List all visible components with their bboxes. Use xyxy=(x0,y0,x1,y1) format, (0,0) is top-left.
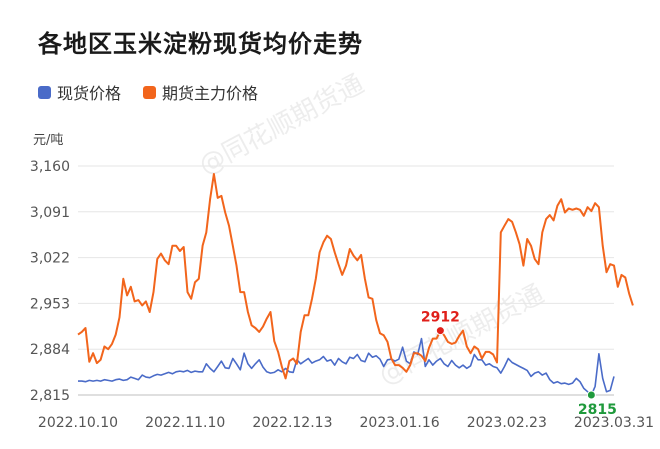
y-tick-label: 2,815 xyxy=(30,388,70,404)
y-tick-label: 3,022 xyxy=(30,251,70,267)
legend-label-spot: 现货价格 xyxy=(57,84,122,103)
spot-min-label: 2815 xyxy=(578,402,617,418)
x-tick-label: 2022.11.10 xyxy=(145,415,225,431)
spot-min-point xyxy=(586,390,596,400)
y-tick-label: 2,953 xyxy=(30,296,70,312)
chart-legend: 现货价格 期货主力价格 xyxy=(38,80,258,104)
legend-swatch-futures xyxy=(143,85,157,99)
y-tick-label: 3,091 xyxy=(30,205,70,221)
chart-title: 各地区玉米淀粉现货均价走势 xyxy=(38,30,363,58)
futures-marker-point xyxy=(435,326,445,336)
x-tick-label: 2022.12.13 xyxy=(252,415,332,431)
legend-label-futures: 期货主力价格 xyxy=(162,84,259,103)
x-tick-label: 2023.01.16 xyxy=(360,415,440,431)
y-axis-unit-label: 元/吨 xyxy=(33,133,64,148)
y-tick-label: 2,884 xyxy=(30,342,70,358)
watermark-text: @同花顺期货通 xyxy=(194,69,369,181)
watermark-text: @同花顺期货通 xyxy=(374,279,549,391)
legend-item-futures[interactable]: 期货主力价格 xyxy=(143,80,258,104)
futures-marker-label: 2912 xyxy=(421,310,460,326)
legend-item-spot[interactable]: 现货价格 xyxy=(38,80,121,104)
x-tick-label: 2023.02.23 xyxy=(467,415,547,431)
x-tick-label: 2022.10.10 xyxy=(38,415,118,431)
y-tick-label: 3,160 xyxy=(30,159,70,175)
series-line-spot xyxy=(78,337,615,396)
x-tick-label: 2023.03.31 xyxy=(574,415,654,431)
legend-swatch-spot xyxy=(38,85,51,99)
series-line-futures xyxy=(77,173,634,380)
